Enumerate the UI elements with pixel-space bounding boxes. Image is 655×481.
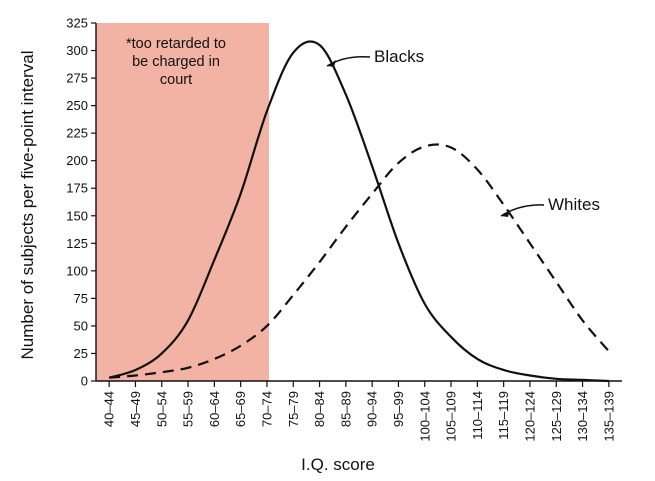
x-tick-label: 40–44: [102, 391, 117, 427]
x-tick-label: 70–74: [259, 391, 274, 427]
annotation-line-3: court: [160, 72, 192, 88]
y-axis: 0 25 50 75 100 125 150 175 200 225 250 275 300 325: [66, 16, 97, 389]
x-tick-label: 105–109: [444, 391, 459, 442]
annotation-line-1: *too retarded to: [126, 36, 226, 52]
x-tick-label: 90–94: [365, 391, 380, 427]
x-tick-label: 80–84: [312, 391, 327, 427]
x-tick-label: 125–129: [549, 391, 564, 442]
x-axis: 40–44 45–49 50–54 55–59 60–64 65–69 70–74 75–79…: [96, 380, 622, 442]
series-layer: [108, 40, 610, 383]
series-label-whites: Whites: [548, 195, 600, 214]
y-tick-label: 325: [66, 16, 88, 31]
x-tick-label: 65–69: [233, 391, 248, 427]
annotation-line-2: be charged in: [132, 54, 220, 70]
series-label-blacks: Blacks: [374, 47, 424, 66]
arrowhead-icon: [501, 210, 510, 217]
y-tick-label: 125: [66, 236, 88, 251]
y-tick-label: 300: [66, 43, 88, 58]
y-tick-label: 75: [74, 291, 88, 306]
series-line-whites: [109, 143, 610, 379]
y-tick-label: 200: [66, 153, 88, 168]
series-labels: Blacks Whites: [326, 47, 600, 217]
x-tick-label: 55–59: [181, 391, 196, 427]
y-tick-label: 0: [81, 374, 88, 389]
x-tick-label: 135–139: [601, 391, 616, 442]
highlight-region: [96, 23, 269, 381]
y-tick-label: 50: [74, 318, 88, 333]
series-line-blacks: [108, 40, 609, 383]
x-tick-label: 110–114: [470, 391, 485, 440]
x-tick-label: 60–64: [207, 391, 222, 427]
y-axis-title: Number of subjects per five-point interv…: [18, 51, 37, 360]
x-tick-label: 45–49: [128, 391, 143, 427]
y-tick-label: 225: [66, 126, 88, 141]
y-tick-label: 275: [66, 71, 88, 86]
y-tick-label: 175: [66, 181, 88, 196]
y-tick-label: 25: [74, 346, 88, 361]
y-tick-label: 100: [66, 263, 88, 278]
x-tick-label: 120–124: [522, 391, 537, 442]
x-tick-label: 130–134: [575, 391, 590, 442]
x-axis-title: I.Q. score: [301, 455, 375, 474]
x-tick-label: 100–104: [417, 391, 432, 442]
x-tick-label: 50–54: [154, 391, 169, 427]
x-tick-label: 115–119: [496, 391, 511, 440]
x-tick-label: 95–99: [391, 391, 406, 427]
x-tick-label: 85–89: [338, 391, 353, 427]
y-tick-label: 150: [66, 208, 88, 223]
y-tick-label: 250: [66, 98, 88, 113]
highlight-annotation: *too retarded to be charged in court: [126, 36, 226, 88]
arrowhead-icon: [327, 60, 336, 67]
x-tick-label: 75–79: [286, 391, 301, 427]
